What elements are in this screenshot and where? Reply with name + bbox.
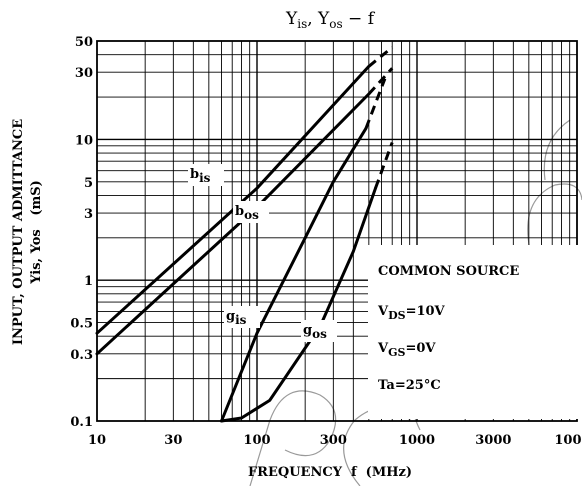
series-line-gos xyxy=(220,186,377,423)
y-axis-label-line2: Yis, Yos (mS) xyxy=(29,180,44,285)
x-tick-label: 300 xyxy=(320,433,347,448)
y-tick-label: 5 xyxy=(84,176,93,191)
conditions-heading: COMMON SOURCE xyxy=(378,264,519,279)
series-label-bis: bis xyxy=(190,167,211,185)
conditions-background xyxy=(368,245,580,419)
condition-ta: Ta=25°C xyxy=(378,378,441,393)
y-tick-label: 1 xyxy=(84,274,93,289)
series-extrapolation-gis xyxy=(364,78,387,129)
series-label-bos: bos xyxy=(235,204,259,222)
y-axis-label-line1: INPUT, OUTPUT ADMITTANCE xyxy=(11,119,26,345)
y-tick-label: 0.3 xyxy=(70,348,93,363)
condition-vds: VDS=10V xyxy=(377,304,446,322)
x-tick-label: 3000 xyxy=(475,433,511,448)
series-label-bg-gis xyxy=(224,306,260,328)
series-label-bg-gos xyxy=(301,320,337,342)
plot-frame xyxy=(96,40,578,422)
y-tick-label: 10 xyxy=(75,133,93,148)
chart-title: Yis, Yos − f xyxy=(285,9,376,31)
y-tick-label: 0.1 xyxy=(70,415,93,430)
y-tick-label: 30 xyxy=(75,66,93,81)
condition-vgs: VGS=0V xyxy=(377,341,436,359)
axis-ticks: 10 30 100 300 1000 3000 10000 0.1 0.3 0.5 1 3 5 10 30 5… xyxy=(70,35,582,448)
x-axis-label: FREQUENCY f (MHz) xyxy=(248,465,412,480)
x-tick-label: 10 xyxy=(88,433,106,448)
series-label-gos: gos xyxy=(303,323,327,341)
series-extrapolation-bis xyxy=(367,46,394,68)
series-extrapolation-gos xyxy=(374,141,394,189)
series-group: bis bos gis gos xyxy=(95,46,394,423)
x-tick-label: 1000 xyxy=(399,433,435,448)
series-label-bg-bis xyxy=(188,164,224,186)
x-tick-label: 100 xyxy=(243,433,270,448)
x-tick-label: 30 xyxy=(164,433,182,448)
series-label-gis: gis xyxy=(226,309,247,327)
x-tick-label: 10000 xyxy=(554,433,582,448)
y-tick-label: 0.5 xyxy=(70,317,93,332)
conditions-box: COMMON SOURCE VDS=10V VGS=0V Ta=25°C xyxy=(368,245,580,419)
y-tick-label: 3 xyxy=(84,207,93,222)
series-extrapolation-bos xyxy=(367,67,394,96)
series-line-bis xyxy=(95,64,371,335)
series-line-gis xyxy=(220,126,368,423)
series-label-bg-bos xyxy=(233,201,269,223)
y-tick-label: 50 xyxy=(75,35,93,50)
